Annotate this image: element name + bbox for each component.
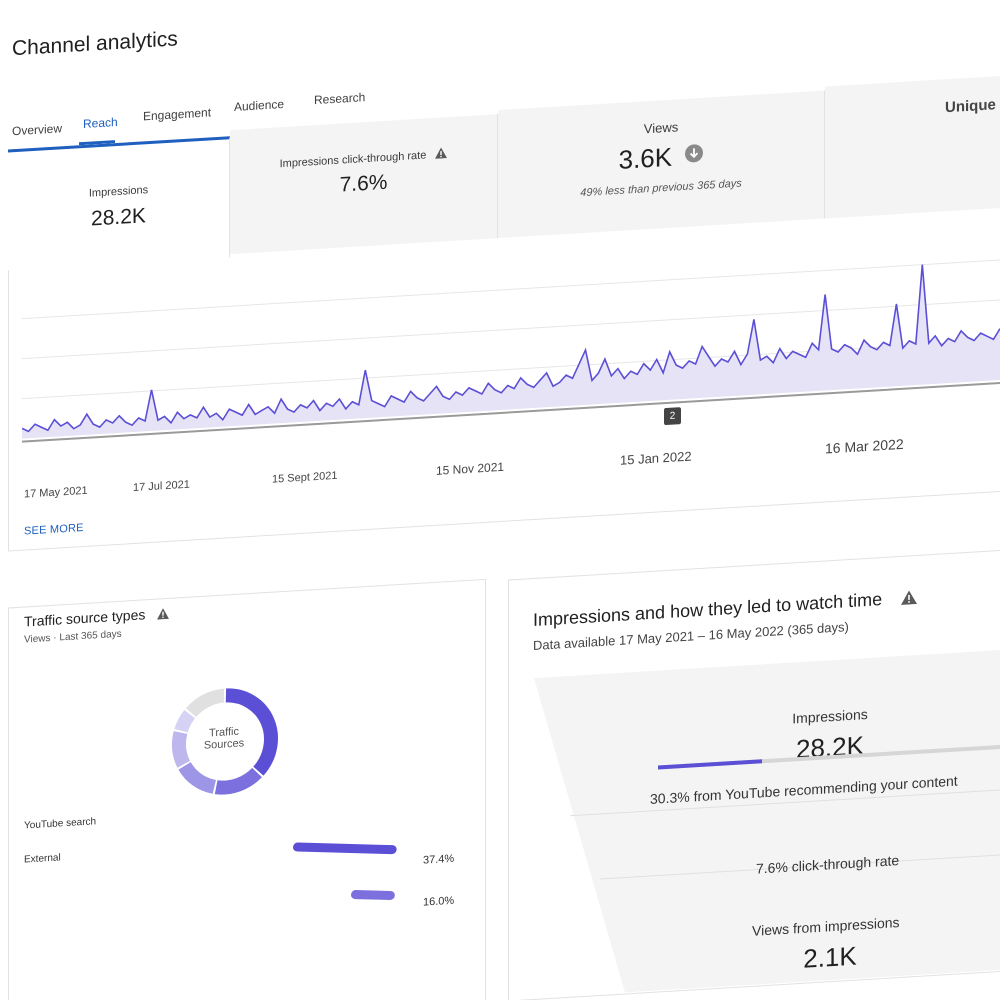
metric-card-unique[interactable]: Unique [825,76,1000,219]
donut-segment[interactable] [214,767,262,795]
chart-gridline [22,259,1000,320]
traffic-source-percent: 37.4% [423,852,455,867]
metric-value: 3.6K [618,141,673,175]
chart-gridline [22,339,1000,400]
funnel-title-row: Impressions and how they led to watch ti… [533,587,918,631]
traffic-card-title-row: Traffic source types [24,605,170,630]
chart-area-fill [22,264,1000,439]
funnel-shape [534,650,1000,993]
donut-segment[interactable] [185,688,225,718]
donut-segment[interactable] [225,688,278,776]
chart-x-axis [22,382,1000,443]
donut-center-label: Traffic Sources [194,725,254,753]
tab-research[interactable]: Research [314,90,366,108]
metric-card-impressions[interactable]: Impressions 28.2K [8,136,230,271]
traffic-source-label: External [24,852,61,866]
metric-value: 28.2K [91,204,146,231]
metric-card-ctr[interactable]: Impressions click-through rate 7.6% [230,114,498,255]
traffic-donut-chart[interactable] [170,668,280,815]
chart-series-line [22,264,1000,433]
warning-icon [157,608,170,620]
tab-engagement[interactable]: Engagement [143,105,212,124]
metric-label: Unique [945,96,996,117]
page-title: Channel analytics [12,27,178,61]
impressions-chart[interactable] [22,240,1000,479]
donut-segment[interactable] [174,709,196,733]
metric-label: Impressions click-through rate [279,149,427,171]
metric-card-views[interactable]: Views 3.6K 49% less than previous 365 da… [498,90,825,239]
warning-icon [901,590,918,605]
donut-segment[interactable] [172,731,191,768]
tab-reach[interactable]: Reach [83,114,118,132]
metric-value-row: 3.6K [498,133,824,184]
traffic-source-percent: 16.0% [423,894,455,909]
traffic-source-bar[interactable] [350,889,396,901]
donut-segment[interactable] [178,761,217,794]
chart-marker-badge[interactable]: 2 [664,407,681,426]
metric-label-row: Impressions click-through rate [230,144,497,173]
arrow-down-circle-icon [685,144,704,163]
chart-gridline [22,299,1000,360]
warning-icon [435,147,448,159]
tab-audience[interactable]: Audience [234,96,285,114]
tab-overview[interactable]: Overview [12,121,63,139]
